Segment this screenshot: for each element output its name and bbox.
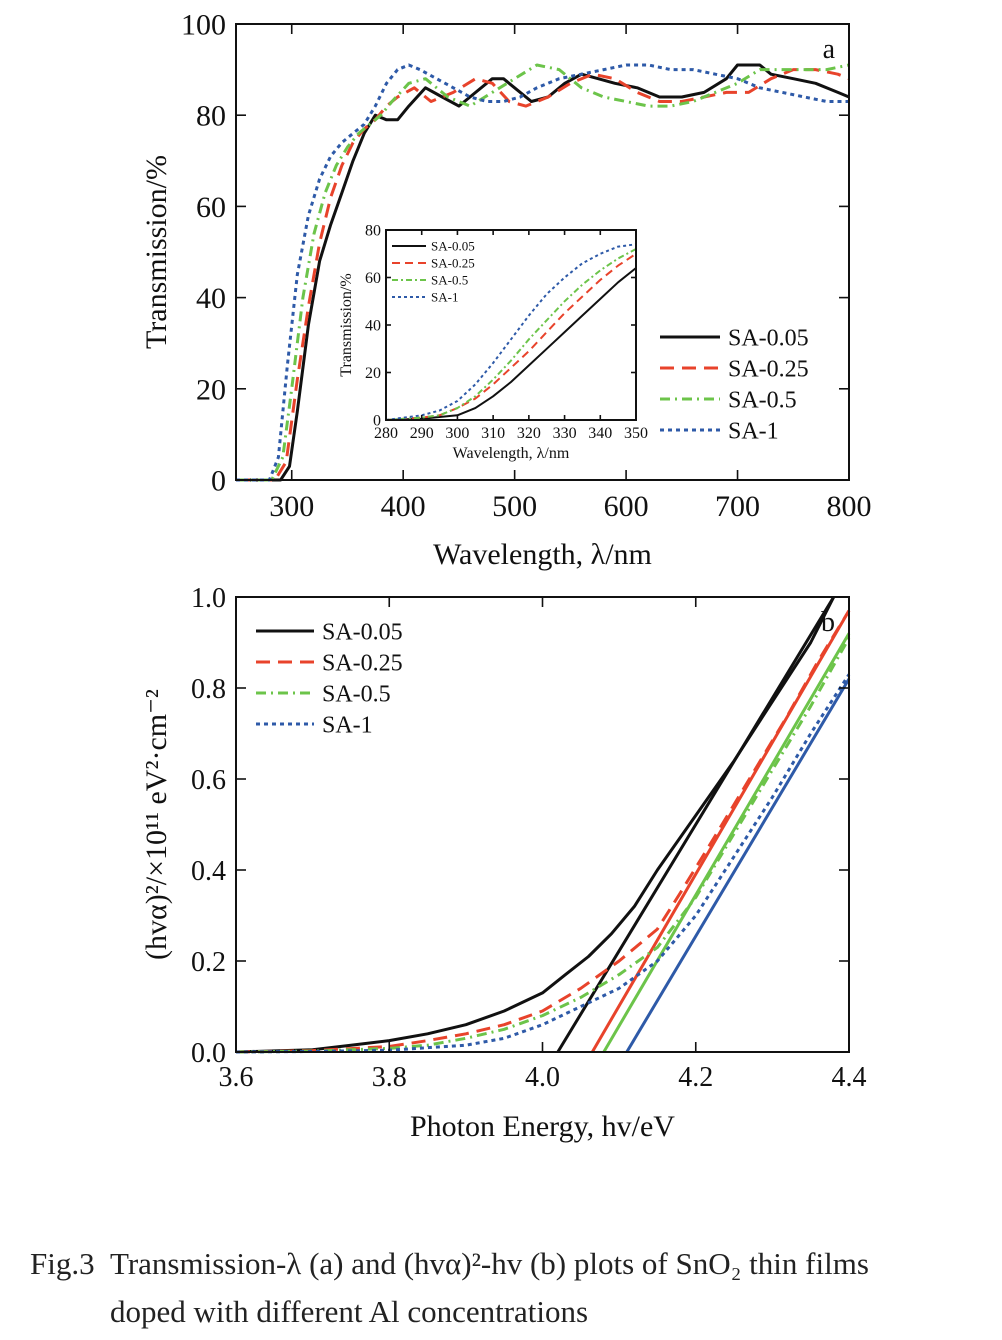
y-tick-label: 0: [373, 413, 381, 430]
x-tick-label: 300: [269, 490, 314, 523]
legend-label-SA-0.25: SA-0.25: [728, 356, 809, 382]
x-tick-label: 3.8: [372, 1062, 407, 1093]
panel-letter: a: [823, 34, 836, 65]
x-tick-label: 400: [381, 490, 426, 523]
y-tick-label: 0.6: [191, 765, 226, 796]
x-axis-label: Wavelength, λ/nm: [453, 445, 570, 462]
y-axis-label: (hvα)²/×10¹¹ eV²·cm⁻²: [140, 689, 173, 960]
series-line-SA-0.5: [235, 637, 851, 1054]
chart-panel-b: 3.6 3.8 4.0 4.2 4.4 0.0 0.2 0.4 0.6 0.8 1.0 Photon …: [140, 583, 867, 1143]
y-tick-label: 0.0: [191, 1038, 226, 1069]
x-tick-label: 320: [517, 425, 541, 442]
x-tick-label: 4.4: [832, 1062, 867, 1093]
legend-label-SA-0.05: SA-0.05: [322, 619, 403, 645]
y-tick-label: 80: [365, 223, 381, 240]
y-axis-label: Transmission/%: [140, 155, 173, 349]
y-axis-label: Transmission/%: [338, 273, 355, 376]
legend-label-SA-1: SA-1: [728, 418, 779, 444]
series-line-SA-1: [236, 63, 849, 482]
fit-line-SA-0.05: [556, 596, 835, 1053]
legend-label-SA-1: SA-1: [431, 290, 458, 305]
legend-label-SA-0.25: SA-0.25: [431, 256, 475, 271]
x-tick-label: 280: [374, 425, 398, 442]
legend-label-SA-0.5: SA-0.5: [431, 273, 468, 288]
y-tick-label: 80: [196, 100, 226, 133]
y-tick-label: 0: [211, 465, 226, 498]
y-tick-label: 1.0: [191, 583, 226, 614]
fit-line-SA-0.5: [602, 632, 851, 1053]
y-tick-label: 20: [196, 373, 226, 406]
panel-letter: b: [821, 607, 835, 638]
x-tick-label: 4.2: [678, 1062, 713, 1093]
x-tick-label: 340: [588, 425, 612, 442]
y-tick-label: 0.8: [191, 674, 226, 705]
x-tick-label: 700: [715, 490, 760, 523]
series-line-SA-1: [385, 243, 637, 421]
x-tick-label: 300: [445, 425, 469, 442]
y-tick-label: 60: [196, 191, 226, 224]
x-axis-label: Photon Energy, hv/eV: [410, 1110, 675, 1143]
y-tick-label: 100: [181, 9, 226, 42]
legend-label-SA-1: SA-1: [322, 712, 373, 738]
plot-frame: [235, 23, 850, 481]
fit-line-SA-1: [625, 678, 851, 1053]
x-tick-label: 500: [492, 490, 537, 523]
x-tick-label: 290: [410, 425, 434, 442]
y-tick-label: 20: [365, 365, 381, 382]
series-line-SA-0.05: [236, 63, 850, 482]
y-tick-label: 0.2: [191, 947, 226, 978]
legend-label-SA-0.05: SA-0.05: [728, 325, 809, 351]
legend-label-SA-0.05: SA-0.05: [431, 239, 475, 254]
y-tick-label: 0.4: [191, 856, 226, 887]
fit-line-SA-0.25: [591, 609, 851, 1053]
caption-figure-number: Fig.3: [30, 1246, 95, 1281]
x-tick-label: 310: [481, 425, 505, 442]
caption-line-2: doped with different Al concentrations: [110, 1294, 589, 1329]
chart-panel-a-inset: 280 290 300 310 320 330 340 350 0 20 40 60 80 Wavelen…: [338, 223, 648, 462]
chart-panel-a: 300 400 500 600 700 800020406080100Wavelength…: [140, 9, 872, 572]
legend-label-SA-0.25: SA-0.25: [322, 650, 403, 676]
series-line-SA-0.5: [385, 248, 637, 421]
legend-label-SA-0.5: SA-0.5: [728, 387, 797, 413]
caption-line-1: Transmission-λ (a) and (hvα)²-hv (b) plo…: [110, 1246, 869, 1281]
y-tick-label: 60: [365, 270, 381, 287]
plot-background: [386, 230, 636, 420]
x-tick-label: 800: [827, 490, 872, 523]
series-line-SA-0.25: [236, 68, 850, 482]
x-tick-label: 600: [604, 490, 649, 523]
y-tick-label: 40: [196, 282, 226, 315]
x-tick-label: 350: [624, 425, 648, 442]
figure-canvas: 300 400 500 600 700 800020406080100Wavelength…: [140, 9, 872, 1144]
legend-label-SA-0.5: SA-0.5: [322, 681, 391, 707]
x-tick-label: 330: [553, 425, 577, 442]
y-tick-label: 40: [365, 318, 381, 335]
x-tick-label: 3.6: [219, 1062, 254, 1093]
x-axis-label: Wavelength, λ/nm: [433, 538, 652, 571]
x-tick-label: 4.0: [525, 1062, 560, 1093]
